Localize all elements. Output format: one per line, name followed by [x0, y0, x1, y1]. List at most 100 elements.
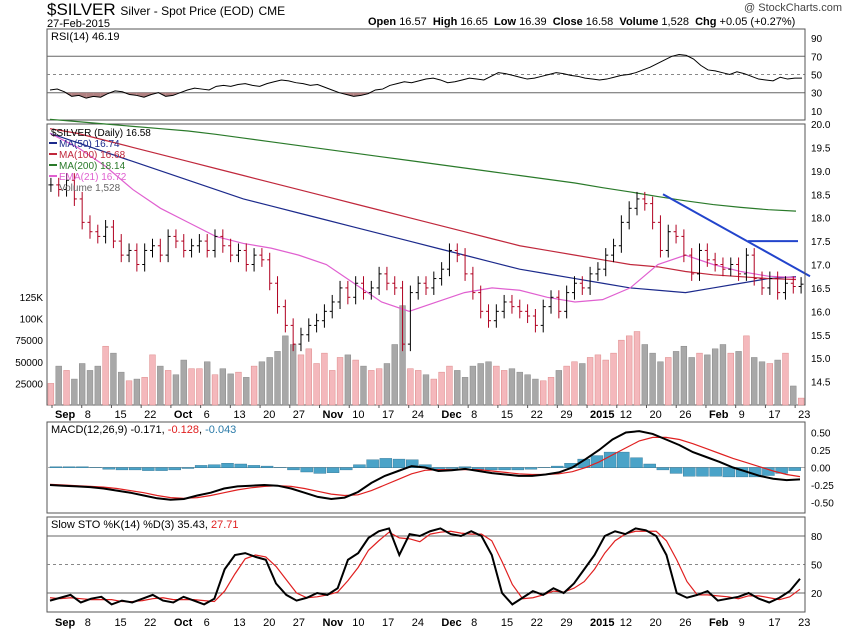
- sto-tick-label: 80: [811, 532, 823, 543]
- sto-x-tick-label: 13: [233, 617, 245, 629]
- volume-bar: [680, 345, 688, 406]
- price-legend-item: MA(100) 16.68: [59, 150, 126, 161]
- chg-value: +0.05 (+0.27%): [719, 16, 796, 28]
- chart-title: $SILVER Silver - Spot Price (EOD) CME: [47, 0, 285, 20]
- price-x-tick-label: 9: [739, 409, 745, 421]
- sto-x-tick-label: 8: [471, 617, 477, 629]
- volume-bar: [204, 361, 211, 406]
- volume-bar: [469, 365, 477, 406]
- ma-line-ma100: [49, 128, 797, 281]
- macd-histogram-bar: [326, 467, 340, 473]
- volume-bar: [626, 335, 633, 406]
- price-x-tick-label: 6: [204, 409, 210, 421]
- volume-bar: [547, 377, 555, 406]
- macd-tick-label: 0.00: [811, 464, 831, 475]
- sto-x-tick-label: 23: [798, 617, 810, 629]
- volume-tick-label: 75000: [15, 336, 43, 347]
- price-x-tick-label: 23: [798, 409, 810, 421]
- volume-bar: [696, 352, 703, 406]
- volume-bar: [688, 357, 695, 406]
- close-value: 16.58: [585, 16, 614, 28]
- volume-bar: [79, 363, 86, 406]
- copyright: @ StockCharts.com: [744, 2, 842, 14]
- description: Silver - Spot Price (EOD): [120, 4, 254, 18]
- macd-histogram-bar: [722, 467, 736, 478]
- volume-bar: [71, 378, 78, 406]
- volume-bar: [579, 363, 586, 406]
- macd-histogram-bar: [551, 465, 564, 469]
- macd-histogram-bar: [669, 467, 683, 474]
- macd-histogram-bar: [590, 455, 604, 469]
- volume-bar: [516, 371, 523, 406]
- volume-bar: [133, 378, 141, 406]
- price-tick-label: 16.5: [811, 284, 831, 295]
- sto-k-line: [49, 527, 801, 606]
- rsi-tick-label: 50: [811, 71, 823, 82]
- volume-bar: [430, 378, 437, 406]
- price-x-tick-label: 26: [679, 409, 691, 421]
- price-x-tick-label: 27: [293, 409, 305, 421]
- volume-label: Volume: [619, 16, 659, 28]
- chg-label: Chg: [695, 16, 717, 28]
- price-tick-label: 18.0: [811, 214, 831, 225]
- symbol: $SILVER: [47, 0, 116, 19]
- macd-legend: MACD(12,26,9) -0.171, -0.128, -0.043: [51, 424, 236, 436]
- sto-x-tick-label: 17: [382, 617, 394, 629]
- volume-tick-label: 100K: [20, 315, 44, 326]
- sto-x-tick-label: 22: [144, 617, 156, 629]
- volume-bar: [415, 370, 422, 406]
- volume-bar: [524, 374, 531, 406]
- sto-x-tick-label: 17: [768, 617, 780, 629]
- volume-bar: [508, 368, 516, 406]
- macd-histogram-bar: [392, 458, 406, 469]
- volume-bar: [329, 370, 336, 406]
- price-tick-label: 19.5: [811, 143, 831, 154]
- chart-date: 27-Feb-2015: [47, 18, 110, 30]
- volume-bar: [782, 352, 789, 406]
- volume-bar: [422, 374, 430, 406]
- volume-bar: [407, 368, 414, 406]
- sto-x-tick-label: Nov: [323, 617, 345, 629]
- volume-bar: [571, 361, 578, 406]
- macd-histogram-bar: [115, 467, 129, 471]
- volume-bar: [336, 357, 344, 406]
- macd-histogram-bar: [445, 467, 458, 469]
- sto-x-tick-label: Dec: [441, 617, 461, 629]
- price-tick-label: 15.0: [811, 354, 831, 365]
- volume-bar: [391, 344, 398, 406]
- macd-signal-value: -0.128: [168, 424, 199, 436]
- volume-bar: [758, 361, 766, 406]
- volume-bar: [360, 365, 367, 406]
- volume-bar: [118, 371, 125, 406]
- price-tick-label: 14.5: [811, 378, 831, 389]
- price-x-tick-label: 22: [144, 409, 156, 421]
- sto-x-tick-label: 27: [293, 617, 305, 629]
- open-value: 16.57: [399, 16, 427, 28]
- volume-bar: [790, 385, 797, 406]
- sto-x-tick-label: Sep: [55, 617, 75, 629]
- low-value: 16.39: [519, 16, 547, 28]
- volume-bar: [149, 354, 156, 406]
- macd-tick-label: -0.25: [811, 481, 834, 492]
- macd-histogram-bar: [300, 467, 313, 473]
- volume-bar: [235, 371, 242, 406]
- macd-histogram-bar: [260, 465, 274, 469]
- price-x-tick-label: 8: [471, 409, 477, 421]
- macd-histogram-bar: [287, 467, 300, 471]
- macd-sep: ,: [199, 424, 205, 436]
- sto-x-tick-label: 26: [679, 617, 691, 629]
- volume-bar: [657, 361, 664, 406]
- volume-bar: [266, 357, 273, 406]
- volume-bar: [297, 354, 305, 406]
- macd-histogram-bar: [194, 465, 208, 468]
- open-label: Open: [368, 16, 397, 28]
- volume-bar: [610, 352, 617, 406]
- rsi-tick-label: 10: [811, 107, 823, 118]
- volume-bar: [485, 361, 492, 406]
- volume-bar: [586, 357, 594, 406]
- price-tick-label: 16.0: [811, 307, 831, 318]
- volume-bar: [461, 377, 469, 406]
- price-tick-label: 17.0: [811, 261, 831, 272]
- sto-x-tick-label: 20: [650, 617, 662, 629]
